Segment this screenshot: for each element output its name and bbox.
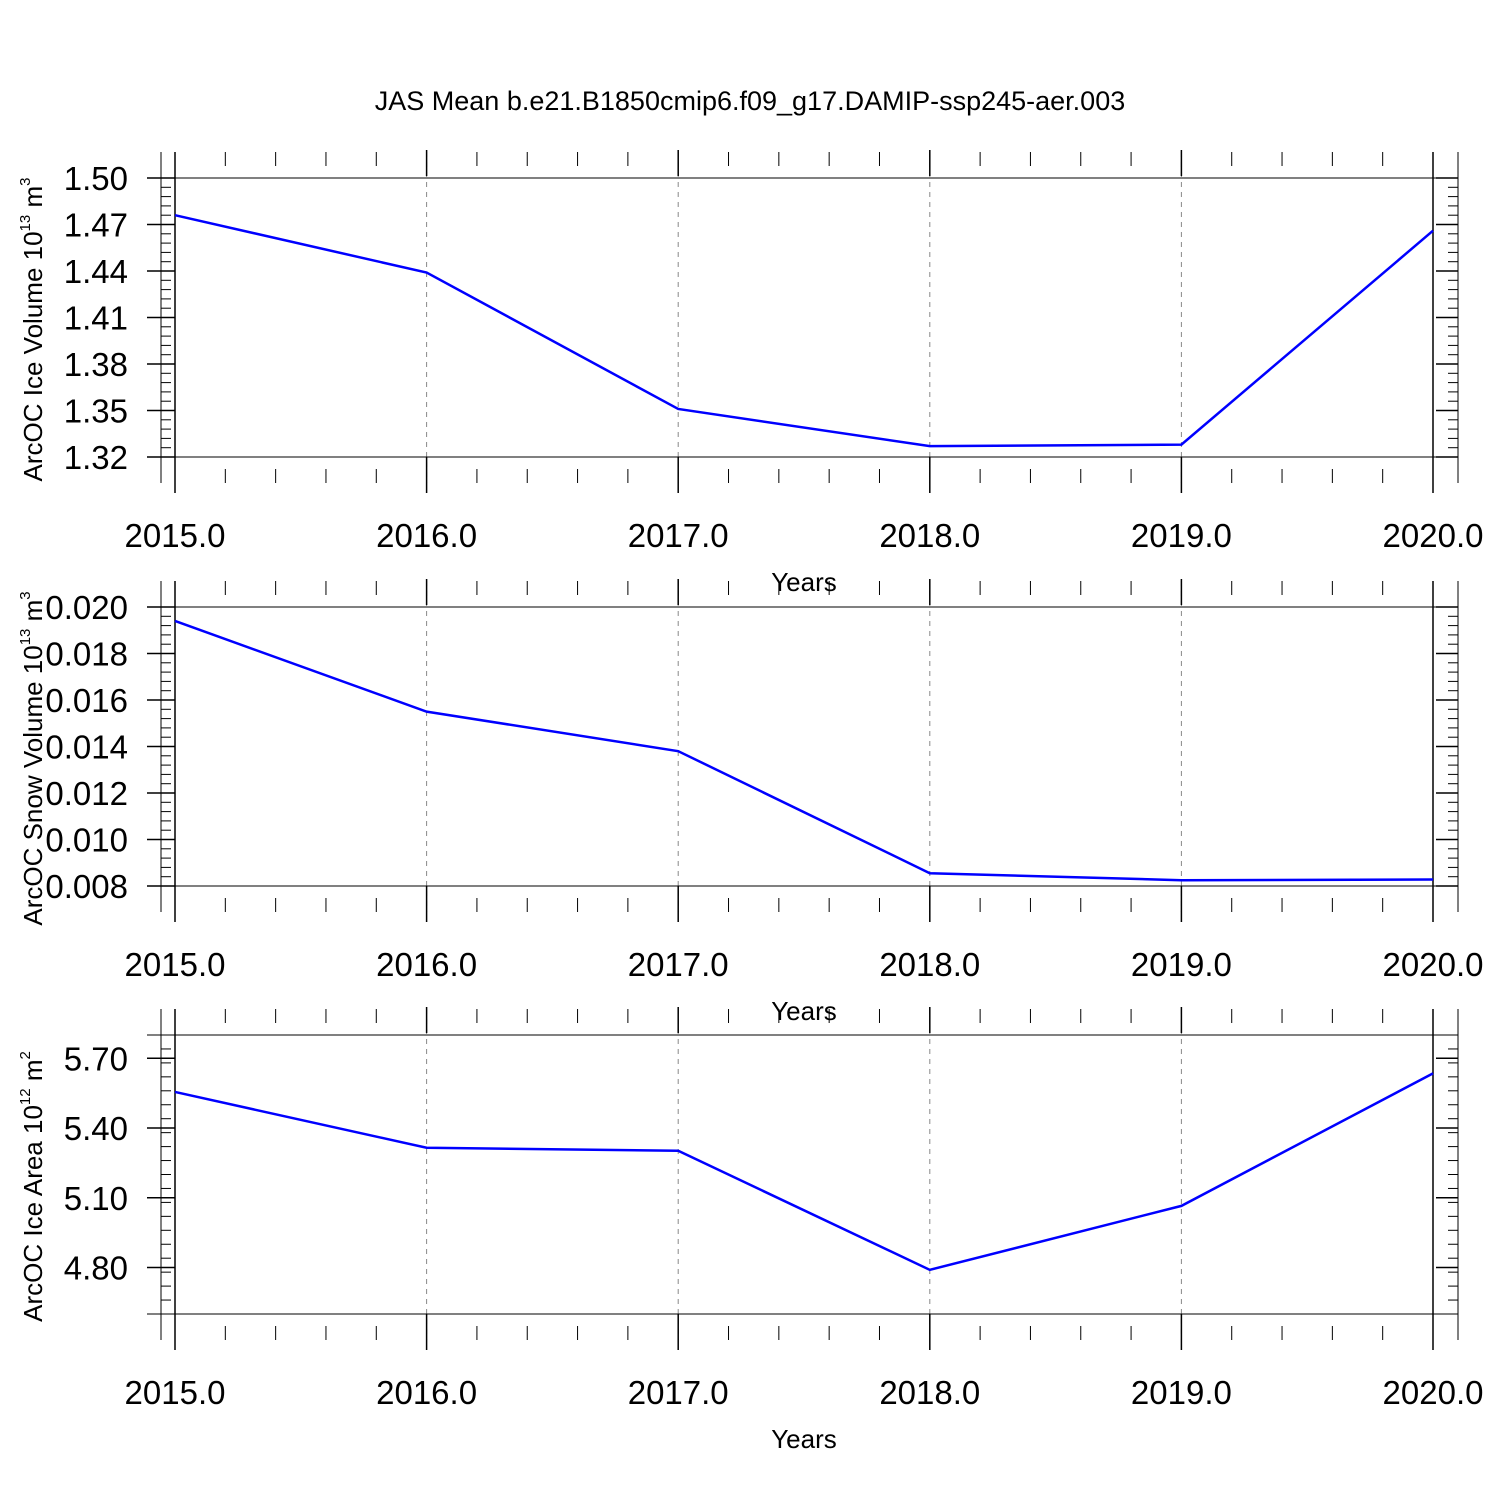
- x-tick-label: 2015.0: [125, 946, 226, 983]
- series-line: [174, 213, 1434, 448]
- y-axis-label: ArcOC Ice Area 1012 m2: [17, 1051, 48, 1322]
- y-axis-label: ArcOC Ice Volume 1013 m3: [17, 178, 48, 482]
- x-tick-label: 2015.0: [125, 1374, 226, 1411]
- series-line: [174, 1072, 1434, 1272]
- x-tick-label: 2019.0: [1131, 1374, 1232, 1411]
- x-tick-label: 2016.0: [376, 1374, 477, 1411]
- y-tick-label: 4.80: [64, 1250, 128, 1287]
- chart-panel-2: 2015.0 2016.0 2017.0 2018.0 2019.0 2020.0 0.00…: [17, 579, 1483, 1026]
- x-tick-label: 2020.0: [1383, 1374, 1484, 1411]
- y-tick-label: 0.010: [45, 822, 128, 859]
- y-axis-label: ArcOC Snow Volume 1013 m3: [17, 591, 48, 925]
- y-tick-label: 1.32: [64, 439, 128, 476]
- x-tick-label: 2019.0: [1131, 517, 1232, 554]
- x-tick-label: 2020.0: [1383, 946, 1484, 983]
- y-tick-label: 1.35: [64, 393, 128, 430]
- y-tick-label: 0.016: [45, 682, 128, 719]
- y-tick-label: 1.50: [64, 160, 128, 197]
- x-tick-label: 2018.0: [879, 946, 980, 983]
- x-tick-label: 2018.0: [879, 517, 980, 554]
- y-tick-label: 1.41: [64, 300, 128, 337]
- y-tick-label: 0.014: [45, 729, 128, 766]
- x-tick-label: 2016.0: [376, 517, 477, 554]
- x-axis-label: Years: [771, 996, 837, 1026]
- chart-panel-1: 2015.0 2016.0 2017.0 2018.0 2019.0 2020.0 1.32…: [17, 150, 1483, 597]
- x-axis-label: Years: [771, 567, 837, 597]
- y-tick-label: 0.020: [45, 589, 128, 626]
- y-tick-label: 5.10: [64, 1180, 128, 1217]
- y-tick-label: 1.38: [64, 346, 128, 383]
- x-tick-label: 2017.0: [628, 946, 729, 983]
- y-tick-label: 5.40: [64, 1110, 128, 1147]
- y-tick-label: 5.70: [64, 1040, 128, 1077]
- x-tick-label: 2017.0: [628, 1374, 729, 1411]
- y-tick-label: 0.012: [45, 775, 128, 812]
- chart-title: JAS Mean b.e21.B1850cmip6.f09_g17.DAMIP-…: [375, 86, 1125, 116]
- x-tick-label: 2020.0: [1383, 517, 1484, 554]
- y-tick-label: 1.44: [64, 253, 128, 290]
- y-tick-label: 0.018: [45, 636, 128, 673]
- x-tick-label: 2016.0: [376, 946, 477, 983]
- x-tick-label: 2017.0: [628, 517, 729, 554]
- x-axis-label: Years: [771, 1424, 837, 1454]
- x-tick-label: 2015.0: [125, 517, 226, 554]
- series-line: [174, 619, 1434, 882]
- chart-panel-3: 2015.0 2016.0 2017.0 2018.0 2019.0 2020.0 4.80…: [17, 1007, 1483, 1454]
- x-tick-label: 2019.0: [1131, 946, 1232, 983]
- y-tick-label: 0.008: [45, 868, 128, 905]
- x-tick-label: 2018.0: [879, 1374, 980, 1411]
- y-tick-label: 1.47: [64, 207, 128, 244]
